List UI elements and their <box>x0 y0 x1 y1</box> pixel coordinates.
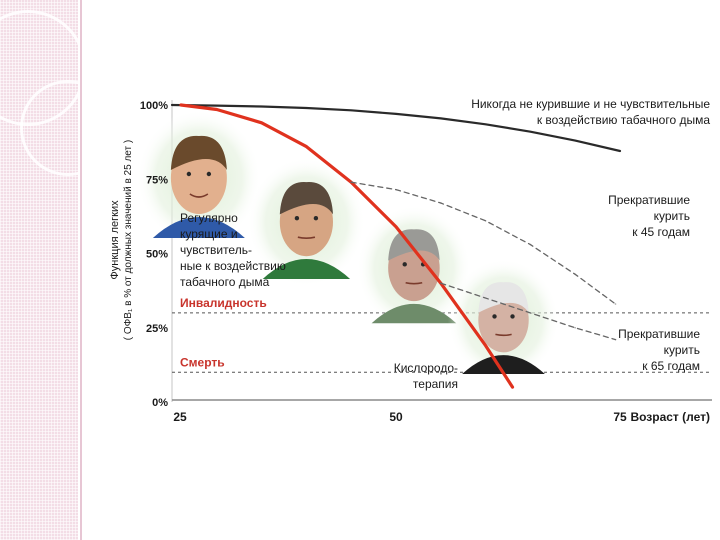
older-man-photo-icon <box>356 205 471 331</box>
series-label-line: курить <box>654 209 690 223</box>
threshold-label: Смерть <box>180 355 225 369</box>
photo-eye <box>294 216 300 221</box>
series-point <box>440 117 442 120</box>
photo-eye <box>510 314 515 319</box>
series-label-line: чувствитель- <box>180 243 252 257</box>
series-point <box>180 104 182 106</box>
series-point <box>305 107 308 109</box>
x-tick-label: 25 <box>173 410 187 424</box>
threshold-label: Инвалидность <box>180 296 267 310</box>
series-point <box>484 123 487 126</box>
series-point <box>614 338 617 341</box>
series-point <box>171 104 173 106</box>
series-point <box>395 225 397 228</box>
decorative-ring-icon <box>20 80 116 176</box>
y-tick-label: 75% <box>146 174 168 186</box>
series-point <box>395 188 397 191</box>
photo-eye <box>186 171 192 177</box>
series-point <box>395 113 397 115</box>
photo-mouth <box>495 333 512 337</box>
decorative-side-strip <box>0 0 116 540</box>
series-label-line: к 45 годам <box>632 225 690 239</box>
series-point <box>574 273 576 276</box>
series-point <box>216 104 218 107</box>
series-point <box>614 303 617 305</box>
x-tick-label: 75 <box>613 410 627 424</box>
series-label-line: Прекратившие <box>608 193 690 207</box>
x-axis-title: Возраст (лет) <box>630 410 710 424</box>
middle-aged-man-photo-icon <box>247 157 366 287</box>
photo-eye <box>402 262 407 267</box>
x-tick-label: 50 <box>389 410 403 424</box>
photo-hair <box>388 229 440 261</box>
y-axis-title-line1: Функция легких <box>109 200 121 280</box>
series-label-line: курить <box>664 343 700 357</box>
photo-eye <box>492 314 497 319</box>
series-point <box>574 139 576 142</box>
series-point <box>538 315 541 317</box>
annotation-label-line: Кислородо- <box>394 361 458 375</box>
series-point <box>484 220 487 222</box>
series-point <box>574 326 576 329</box>
photo-hair <box>478 282 529 313</box>
y-tick-label: 25% <box>146 323 168 335</box>
photo-shoulders <box>371 303 457 324</box>
series-point <box>529 243 532 246</box>
series-point <box>466 291 469 293</box>
series-point <box>484 344 487 347</box>
photo-eye <box>206 171 212 177</box>
series-point <box>440 202 442 204</box>
photo-shoulders <box>152 217 245 238</box>
photo-hair <box>279 182 333 215</box>
series-point <box>511 386 514 388</box>
series-point <box>260 105 263 108</box>
photo-mouth <box>405 281 423 285</box>
series-point <box>305 145 308 148</box>
annotation-label-line: терапия <box>413 377 458 391</box>
photo-shoulders <box>262 259 351 279</box>
y-tick-label: 0% <box>152 397 168 409</box>
series-point <box>440 282 442 285</box>
series-label-line: Регулярно <box>180 211 238 225</box>
series-point <box>350 109 353 112</box>
side-divider <box>80 0 82 540</box>
series-label-line: Никогда не курившие и не чувствительные <box>471 97 710 111</box>
y-axis-title-line2: ( ОФВ₁ в % от должных значений в 25 лет … <box>123 140 134 340</box>
series-label-line: ные к воздействию <box>180 259 286 273</box>
series-label-line: табачного дыма <box>180 275 270 289</box>
series-label-line: Прекратившие <box>618 327 700 341</box>
series-point <box>502 303 505 305</box>
series-label-line: к воздействию табачного дыма <box>537 113 710 127</box>
young-man-photo-icon <box>136 110 261 246</box>
series-point <box>350 181 353 184</box>
y-tick-label: 100% <box>140 100 168 112</box>
series-label-line: курящие и <box>180 227 238 241</box>
series-point <box>529 130 532 133</box>
series-point <box>216 108 218 111</box>
photo-mouth <box>189 193 209 198</box>
series-point <box>619 150 621 152</box>
elderly-man-photo-icon <box>447 258 560 382</box>
photo-shoulders <box>462 355 545 374</box>
y-tick-label: 50% <box>146 249 168 261</box>
series-label-line: к 65 годам <box>642 359 700 373</box>
photo-hair <box>170 135 227 170</box>
photo-eye <box>313 216 319 221</box>
series-point <box>260 122 263 124</box>
series-line <box>440 282 617 341</box>
photo-mouth <box>297 236 316 239</box>
